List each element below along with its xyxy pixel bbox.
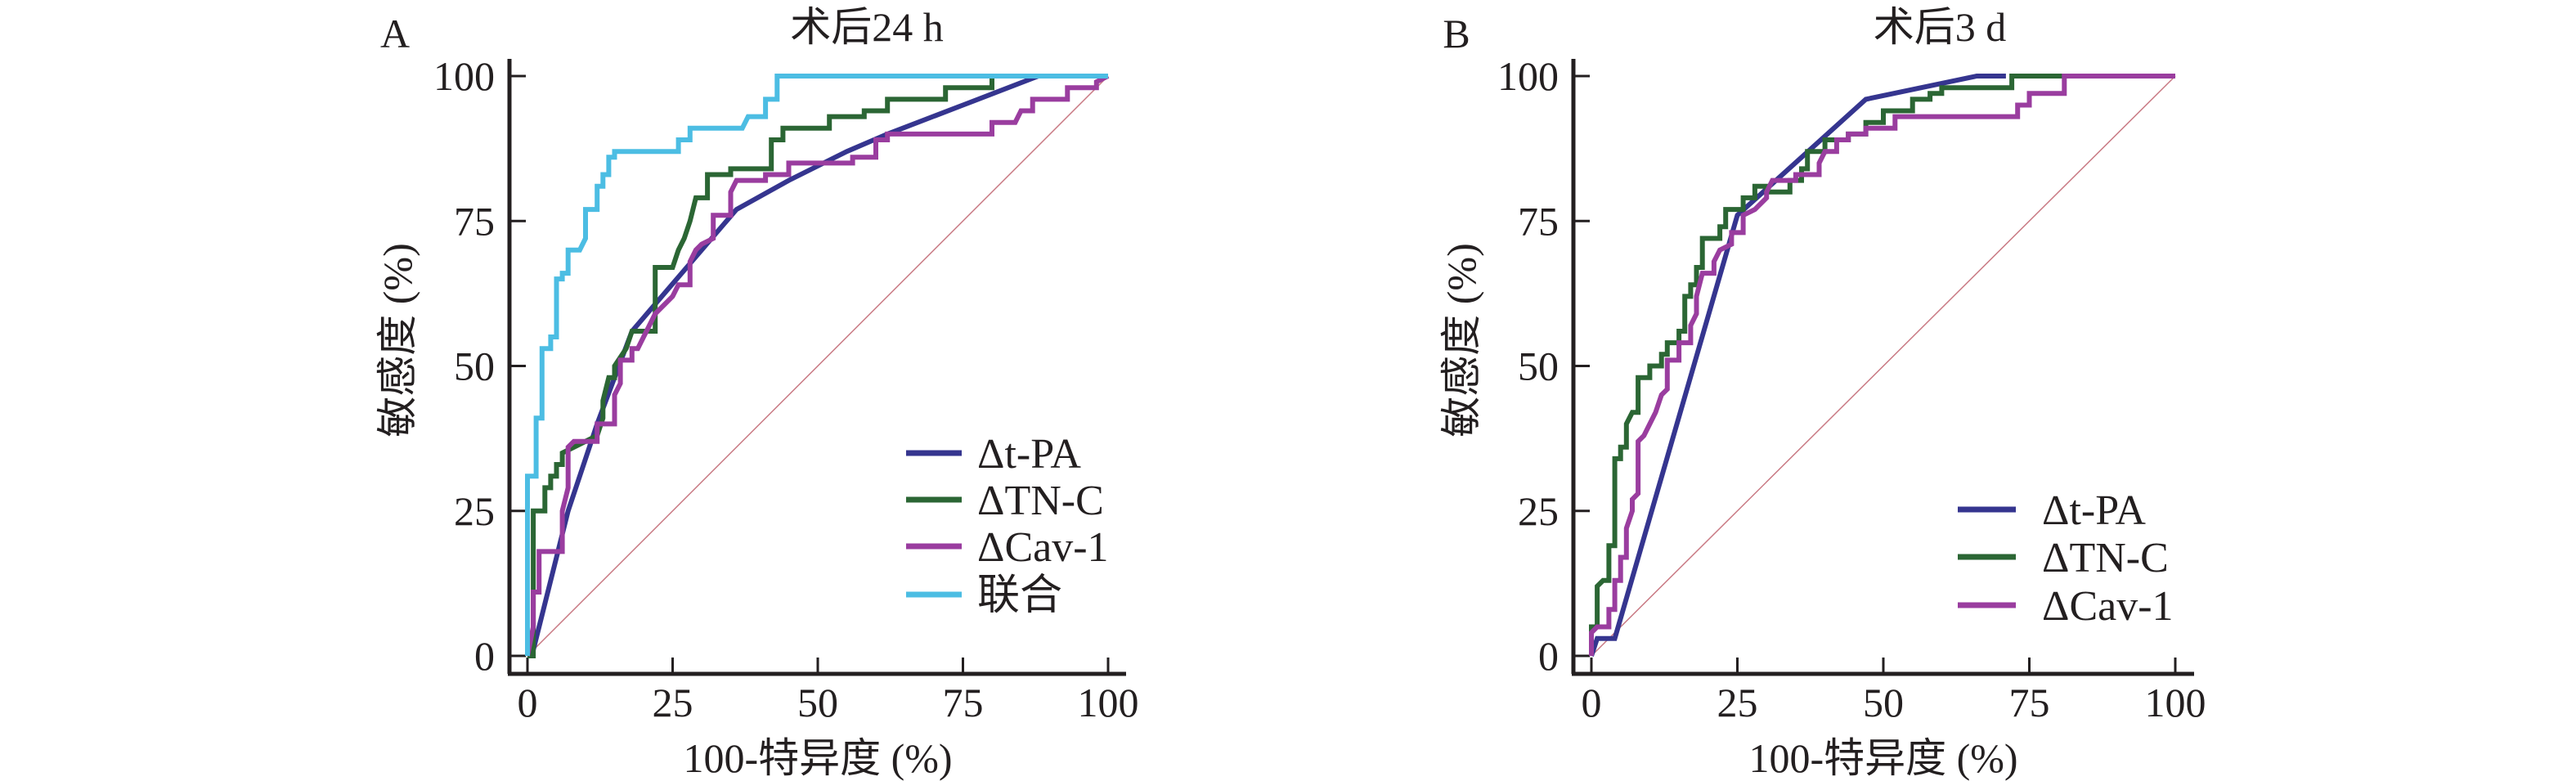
x-axis-label: 100-特异度 (%) — [683, 735, 952, 781]
x-tick-label: 50 — [1863, 680, 1904, 725]
y-axis-label: 敏感度 (%) — [1438, 243, 1484, 437]
legend-label: ΔTN-C — [2042, 535, 2169, 581]
chart-title: 术后3 d — [1874, 4, 2007, 50]
y-tick-label: 0 — [474, 633, 495, 679]
legend-label: ΔCav-1 — [2042, 583, 2174, 630]
y-tick-label: 50 — [1518, 343, 1559, 389]
x-tick-label: 100 — [2145, 680, 2206, 725]
reference-diagonal-line — [527, 75, 1109, 657]
legend-label: 联合 — [977, 572, 1062, 619]
legend-label: Δt-PA — [2042, 487, 2146, 534]
panel-label: A — [380, 11, 410, 56]
legend-label: ΔTN-C — [977, 478, 1104, 524]
series-line-2 — [1589, 74, 2065, 656]
x-tick-label: 75 — [943, 680, 984, 725]
series-line-2 — [527, 74, 1108, 658]
series-line-1 — [525, 74, 1108, 658]
chart-title: 术后24 h — [790, 4, 944, 50]
x-axis-label: 100-特异度 (%) — [1748, 735, 2017, 781]
panel-label: B — [1443, 11, 1470, 56]
y-tick-label: 75 — [454, 198, 495, 244]
y-tick-label: 25 — [454, 488, 495, 534]
y-tick-label: 25 — [1518, 488, 1559, 534]
series-line-4 — [525, 74, 1108, 656]
series-line-1 — [1589, 74, 2006, 657]
legend-label: Δt-PA — [977, 431, 1081, 478]
x-tick-label: 25 — [653, 680, 693, 725]
legend-label: ΔCav-1 — [977, 524, 1109, 571]
x-tick-label: 75 — [2009, 680, 2050, 725]
x-tick-label: 25 — [1717, 680, 1758, 725]
series-line-3 — [1589, 74, 2175, 656]
x-tick-label: 100 — [1078, 680, 1139, 725]
reference-diagonal-line — [1591, 75, 2176, 657]
y-axis-label: 敏感度 (%) — [375, 243, 420, 437]
x-tick-label: 0 — [1582, 680, 1602, 725]
y-tick-label: 100 — [433, 53, 495, 99]
x-tick-label: 50 — [797, 680, 838, 725]
series-line-3 — [525, 74, 1110, 657]
y-tick-label: 50 — [454, 343, 495, 389]
y-tick-label: 100 — [1497, 53, 1559, 99]
y-tick-label: 75 — [1518, 198, 1559, 244]
y-tick-label: 0 — [1538, 633, 1559, 679]
x-tick-label: 0 — [518, 680, 538, 725]
